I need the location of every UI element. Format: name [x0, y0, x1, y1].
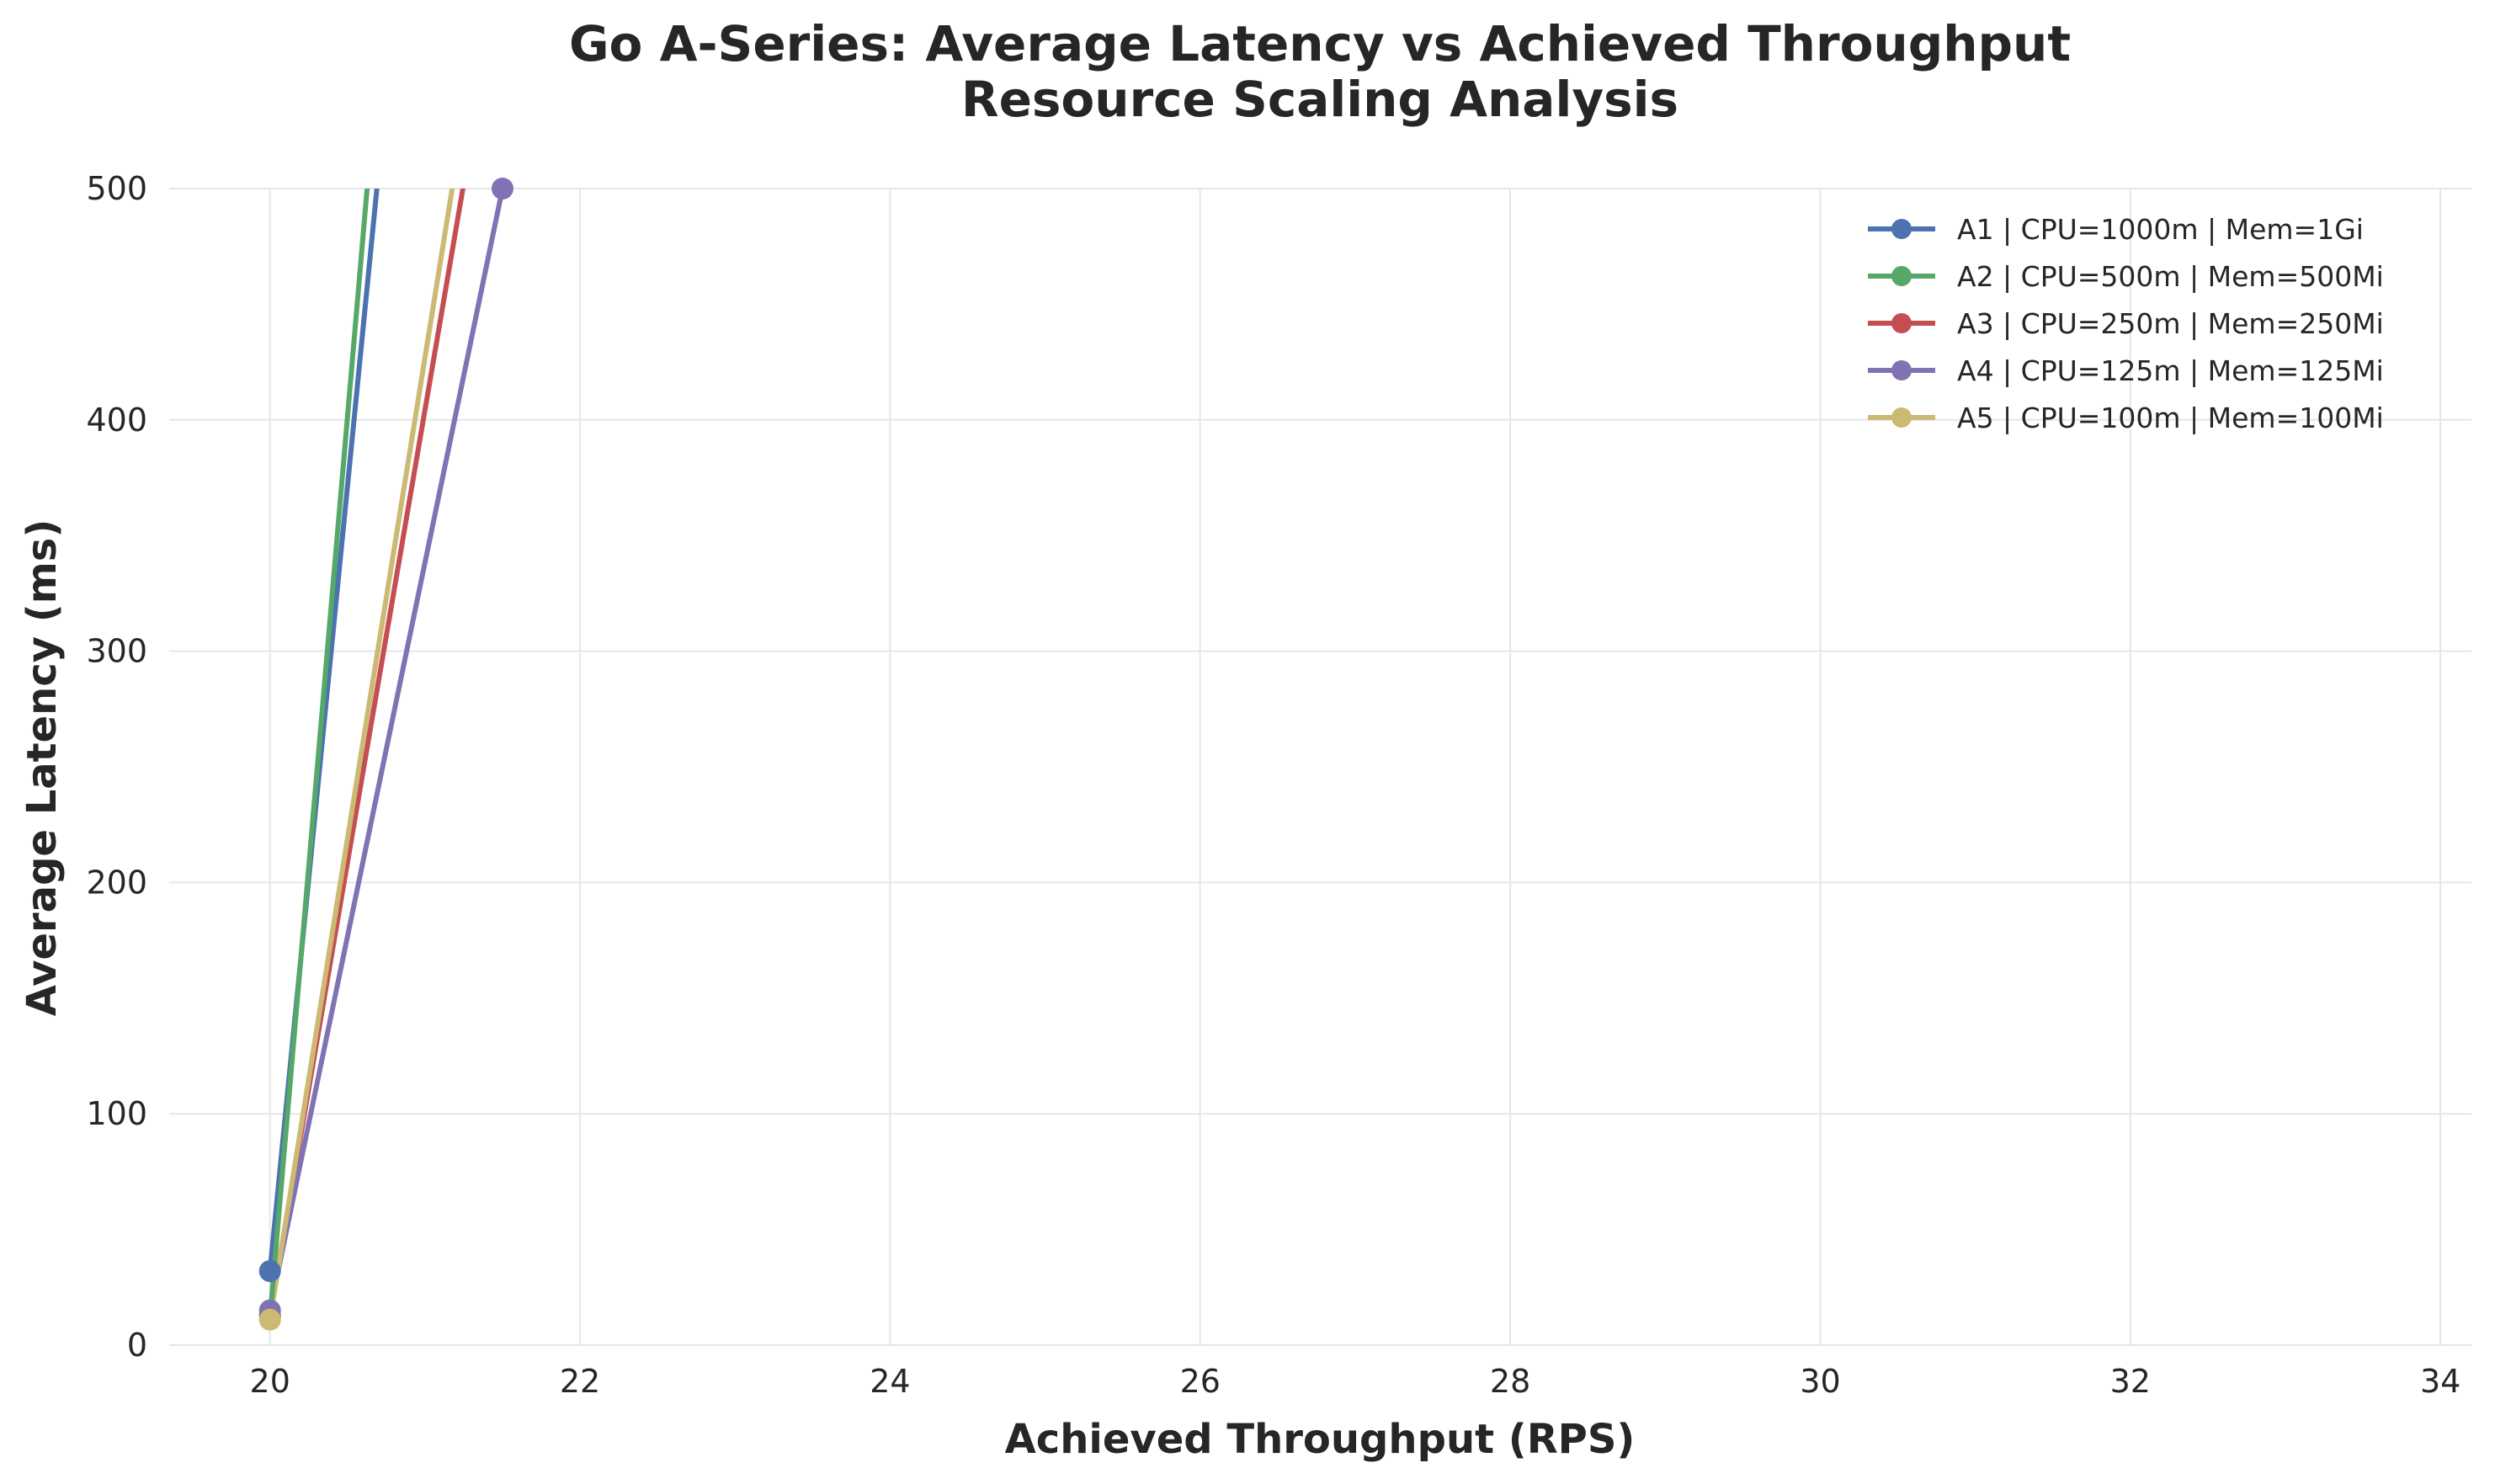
chart-subtitle: Resource Scaling Analysis	[961, 71, 1678, 128]
legend-marker-a1	[1891, 219, 1912, 239]
marker-group	[258, 178, 513, 1331]
legend-label-a5: A5 | CPU=100m | Mem=100Mi	[1957, 402, 2384, 434]
y-tick-label: 200	[86, 864, 147, 901]
series-line-a2	[267, 189, 370, 1321]
data-point-a4	[491, 178, 513, 199]
x-tick-label: 30	[1800, 1363, 1840, 1400]
data-point-a5	[258, 1308, 281, 1331]
x-tick-label: 34	[2420, 1363, 2460, 1400]
legend-marker-a2	[1891, 266, 1912, 286]
y-tick-label: 0	[127, 1327, 147, 1364]
x-tick-label: 32	[2110, 1363, 2151, 1400]
y-tick-label: 500	[86, 170, 147, 207]
x-tick-label: 28	[1490, 1363, 1530, 1400]
x-tick-label: 24	[870, 1363, 910, 1400]
x-axis-ticks: 20 22 24 26 28 30 32 34	[250, 1363, 2461, 1400]
x-tick-label: 22	[560, 1363, 600, 1400]
y-tick-label: 100	[86, 1095, 147, 1132]
legend-marker-a3	[1891, 313, 1912, 333]
y-axis-label: Average Latency (ms)	[19, 519, 66, 1017]
series-line-a5	[267, 189, 455, 1322]
y-tick-label: 300	[86, 633, 147, 670]
data-point-a1	[258, 1260, 281, 1283]
legend-label-a2: A2 | CPU=500m | Mem=500Mi	[1957, 260, 2384, 293]
series-line-a4	[267, 189, 505, 1313]
y-tick-label: 400	[86, 402, 147, 439]
grid	[169, 188, 2471, 1346]
legend-marker-a5	[1891, 407, 1912, 428]
x-tick-label: 20	[250, 1363, 290, 1400]
y-axis-ticks: 0 100 200 300 400 500	[86, 170, 147, 1364]
legend-label-a3: A3 | CPU=250m | Mem=250Mi	[1957, 307, 2384, 340]
legend-label-a4: A4 | CPU=125m | Mem=125Mi	[1957, 354, 2384, 387]
legend-label-a1: A1 | CPU=1000m | Mem=1Gi	[1957, 213, 2364, 246]
series-group	[267, 189, 505, 1322]
chart-title: Go A-Series: Average Latency vs Achieved…	[569, 15, 2071, 72]
legend: A1 | CPU=1000m | Mem=1Gi A2 | CPU=500m | …	[1868, 213, 2384, 434]
x-axis-label: Achieved Throughput (RPS)	[1005, 1416, 1636, 1463]
x-tick-label: 26	[1180, 1363, 1221, 1400]
legend-marker-a4	[1891, 360, 1912, 380]
